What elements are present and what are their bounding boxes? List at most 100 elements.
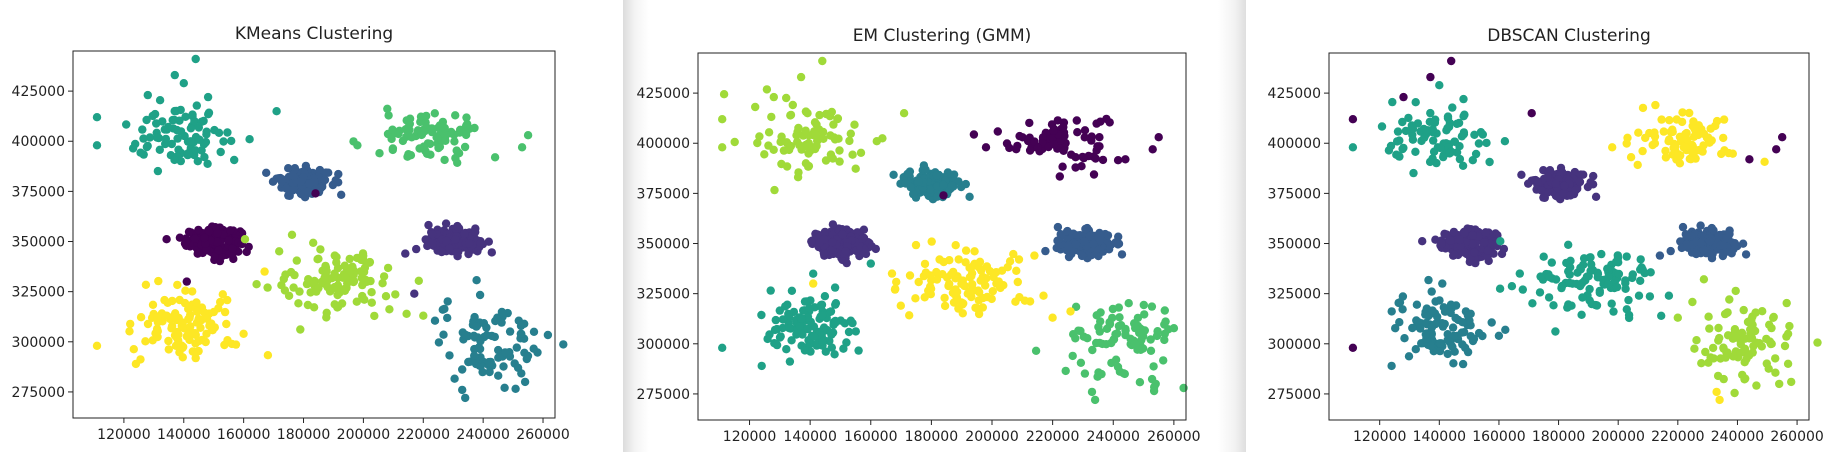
data-point-cluster-3 xyxy=(1433,312,1442,321)
data-point-cluster-6 xyxy=(314,283,323,293)
data-point-cluster-0 xyxy=(1089,170,1099,179)
data-point-cluster-6 xyxy=(1767,339,1776,348)
data-point-cluster-4 xyxy=(161,134,171,144)
data-point-cluster-5 xyxy=(1636,276,1645,285)
data-point-cluster-0 xyxy=(200,233,209,243)
data-point-cluster-6 xyxy=(782,162,792,171)
data-point-cluster-3 xyxy=(1426,341,1436,350)
data-point-cluster-4 xyxy=(216,147,225,157)
data-point-cluster-2 xyxy=(1576,170,1586,179)
data-point-cluster-2 xyxy=(262,168,271,177)
data-point-cluster-4 xyxy=(200,152,209,162)
data-point-cluster-2 xyxy=(1539,193,1548,202)
data-point-cluster-4 xyxy=(145,133,155,142)
data-point-cluster-1 xyxy=(445,243,454,253)
data-point-cluster-4 xyxy=(122,120,131,129)
data-point-cluster-6 xyxy=(835,146,844,155)
data-point-outlier xyxy=(1775,379,1784,389)
data-point-cluster-6 xyxy=(294,299,303,308)
data-point-cluster-0 xyxy=(162,235,171,244)
data-point-outlier xyxy=(769,92,778,102)
data-point-cluster-6 xyxy=(811,130,820,139)
data-point-cluster-4 xyxy=(766,286,775,295)
data-point-cluster-0 xyxy=(1480,238,1489,247)
data-point-cluster-7 xyxy=(954,255,963,264)
x-tick-label: 180000 xyxy=(277,427,330,443)
data-point-cluster-6 xyxy=(365,258,374,267)
data-point-cluster-5 xyxy=(1657,311,1666,320)
data-point-cluster-7 xyxy=(961,246,971,255)
data-point-cluster-5 xyxy=(1595,286,1604,296)
data-point-cluster-4 xyxy=(787,286,797,295)
data-point-cluster-7 xyxy=(1020,296,1030,305)
data-point-cluster-6 xyxy=(1771,368,1780,377)
data-point-cluster-0 xyxy=(1072,116,1081,125)
data-point-cluster-7 xyxy=(974,286,983,295)
data-point-cluster-3 xyxy=(485,367,494,377)
data-point-cluster-5 xyxy=(1137,335,1146,345)
data-point-cluster-5 xyxy=(405,125,414,135)
data-point-outlier xyxy=(1090,395,1100,405)
data-point-cluster-5 xyxy=(407,133,416,142)
data-point-cluster-0 xyxy=(204,227,214,236)
data-point-cluster-4 xyxy=(192,101,201,110)
data-point-cluster-5 xyxy=(394,129,403,139)
data-point-cluster-4 xyxy=(199,116,208,126)
data-point-cluster-4 xyxy=(152,119,161,128)
data-point-cluster-7 xyxy=(189,347,199,357)
data-point-cluster-7 xyxy=(178,353,187,362)
data-point-cluster-5 xyxy=(1565,278,1574,288)
data-point-cluster-5 xyxy=(1153,327,1162,336)
data-point-cluster-7 xyxy=(154,276,163,286)
data-point-cluster-3 xyxy=(497,307,507,317)
data-point-outlier xyxy=(1151,379,1160,389)
axes-frame xyxy=(697,52,1187,421)
data-point-cluster-5 xyxy=(1636,255,1645,264)
data-point-outlier xyxy=(458,385,467,395)
data-point-cluster-4 xyxy=(142,115,151,125)
data-point-cluster-0 xyxy=(184,227,194,236)
data-point-cluster-4 xyxy=(809,269,818,278)
data-point-cluster-6 xyxy=(296,325,305,334)
data-point-cluster-5 xyxy=(1645,292,1655,301)
data-point-cluster-0 xyxy=(1440,229,1449,238)
data-point-cluster-7 xyxy=(945,279,954,289)
data-point-cluster-6 xyxy=(381,292,391,301)
data-point-cluster-3 xyxy=(478,367,487,377)
data-point-cluster-5 xyxy=(1604,279,1613,289)
data-point-cluster-6 xyxy=(1692,336,1701,345)
data-point-cluster-7 xyxy=(1666,127,1675,137)
data-point-outlier xyxy=(1712,387,1721,397)
data-point-cluster-7 xyxy=(223,295,232,305)
data-point-cluster-6 xyxy=(1785,321,1794,331)
data-point-cluster-5 xyxy=(383,104,392,114)
data-point-cluster-4 xyxy=(839,344,848,353)
data-point-cluster-4 xyxy=(1485,157,1494,167)
data-point-cluster-7 xyxy=(1014,255,1024,264)
data-point-cluster-6 xyxy=(1714,323,1723,333)
data-point-cluster-3 xyxy=(1469,334,1479,343)
data-point-cluster-2 xyxy=(1524,179,1533,188)
data-point-cluster-5 xyxy=(1114,303,1123,312)
data-point-cluster-6 xyxy=(833,114,842,124)
data-point-cluster-4 xyxy=(1482,138,1491,148)
data-point-cluster-1 xyxy=(1741,250,1751,259)
data-point-cluster-5 xyxy=(1549,301,1558,310)
data-point-cluster-7 xyxy=(958,309,967,318)
data-point-cluster-7 xyxy=(1671,141,1680,151)
data-point-cluster-4 xyxy=(823,326,832,335)
data-point-cluster-6 xyxy=(357,273,366,283)
data-point-cluster-7 xyxy=(974,296,983,305)
data-point-cluster-4 xyxy=(176,156,185,166)
data-point-cluster-4 xyxy=(818,337,827,347)
data-point-cluster-6 xyxy=(342,283,351,293)
data-point-cluster-0 xyxy=(1049,140,1059,149)
data-point-cluster-7 xyxy=(976,276,985,285)
data-point-cluster-4 xyxy=(1448,103,1457,112)
data-point-cluster-4 xyxy=(153,166,163,176)
x-tick-label: 160000 xyxy=(217,427,270,443)
data-point-cluster-4 xyxy=(772,340,781,349)
data-point-cluster-0 xyxy=(1460,229,1469,238)
data-point-cluster-6 xyxy=(762,85,772,94)
y-tick-label: 275000 xyxy=(12,385,65,401)
